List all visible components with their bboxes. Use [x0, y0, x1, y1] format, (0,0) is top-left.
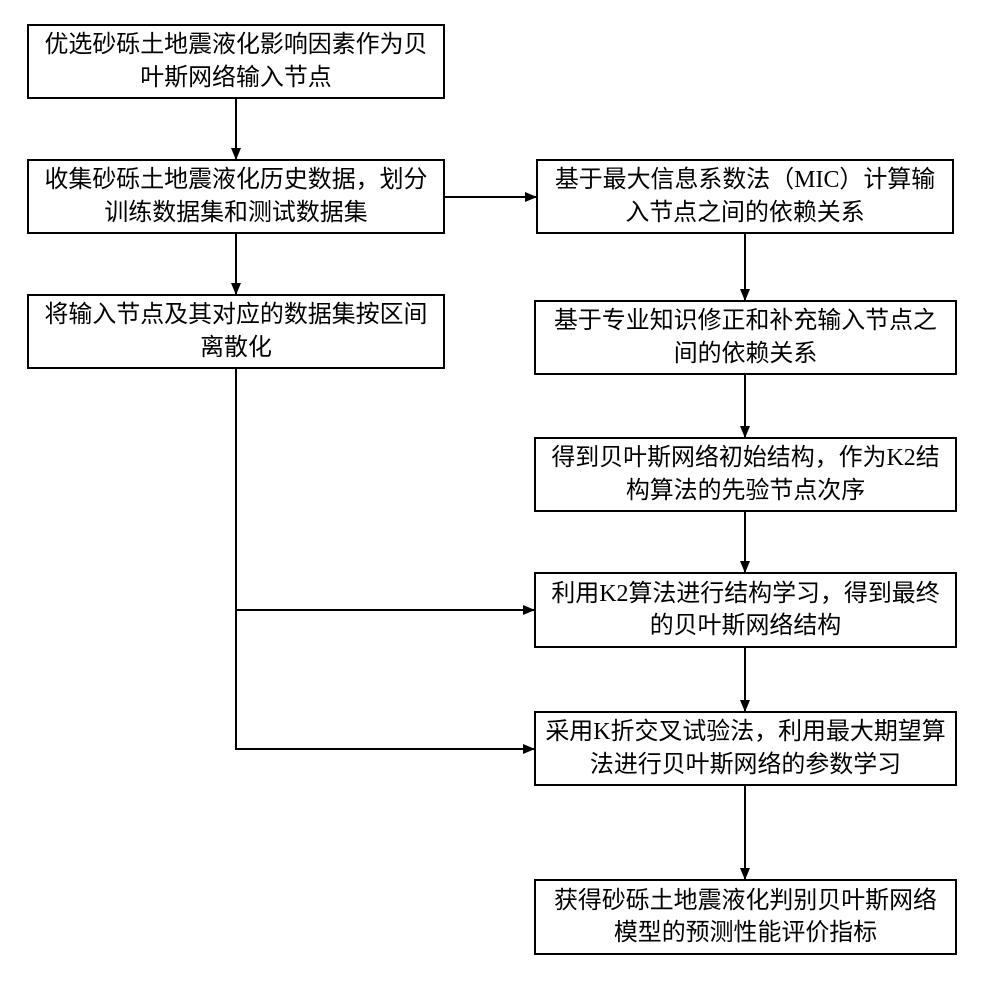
- flowchart-node-n3: 将输入节点及其对应的数据集按区间离散化: [27, 294, 445, 369]
- node-label: 将输入节点及其对应的数据集按区间离散化: [37, 299, 435, 364]
- flowchart-node-n1: 优选砂砾土地震液化影响因素作为贝叶斯网络输入节点: [27, 24, 445, 99]
- flowchart-node-n4: 基于最大信息系数法（MIC）计算输入节点之间的依赖关系: [536, 159, 954, 234]
- flowchart-node-n2: 收集砂砾土地震液化历史数据，划分训练数据集和测试数据集: [27, 159, 445, 234]
- flowchart-node-n7: 利用K2算法进行结构学习，得到最终的贝叶斯网络结构: [534, 572, 957, 648]
- node-label: 采用K折交叉试验法，利用最大期望算法进行贝叶斯网络的参数学习: [544, 716, 947, 781]
- node-label: 基于最大信息系数法（MIC）计算输入节点之间的依赖关系: [546, 164, 944, 229]
- edge-n3-n7: [236, 369, 534, 610]
- flowchart-node-n8: 采用K折交叉试验法，利用最大期望算法进行贝叶斯网络的参数学习: [534, 711, 957, 786]
- flowchart-node-n5: 基于专业知识修正和补充输入节点之间的依赖关系: [534, 300, 957, 375]
- node-label: 收集砂砾土地震液化历史数据，划分训练数据集和测试数据集: [37, 164, 435, 229]
- node-label: 利用K2算法进行结构学习，得到最终的贝叶斯网络结构: [544, 578, 947, 643]
- node-label: 优选砂砾土地震液化影响因素作为贝叶斯网络输入节点: [37, 29, 435, 94]
- edge-n3-n8: [236, 369, 534, 749]
- flowchart-node-n9: 获得砂砾土地震液化判别贝叶斯网络模型的预测性能评价指标: [534, 879, 957, 955]
- node-label: 得到贝叶斯网络初始结构，作为K2结构算法的先验节点次序: [544, 442, 947, 507]
- node-label: 基于专业知识修正和补充输入节点之间的依赖关系: [544, 305, 947, 370]
- node-label: 获得砂砾土地震液化判别贝叶斯网络模型的预测性能评价指标: [544, 885, 947, 950]
- flowchart-node-n6: 得到贝叶斯网络初始结构，作为K2结构算法的先验节点次序: [534, 437, 957, 512]
- flowchart-canvas: 优选砂砾土地震液化影响因素作为贝叶斯网络输入节点 收集砂砾土地震液化历史数据，划…: [0, 0, 1000, 999]
